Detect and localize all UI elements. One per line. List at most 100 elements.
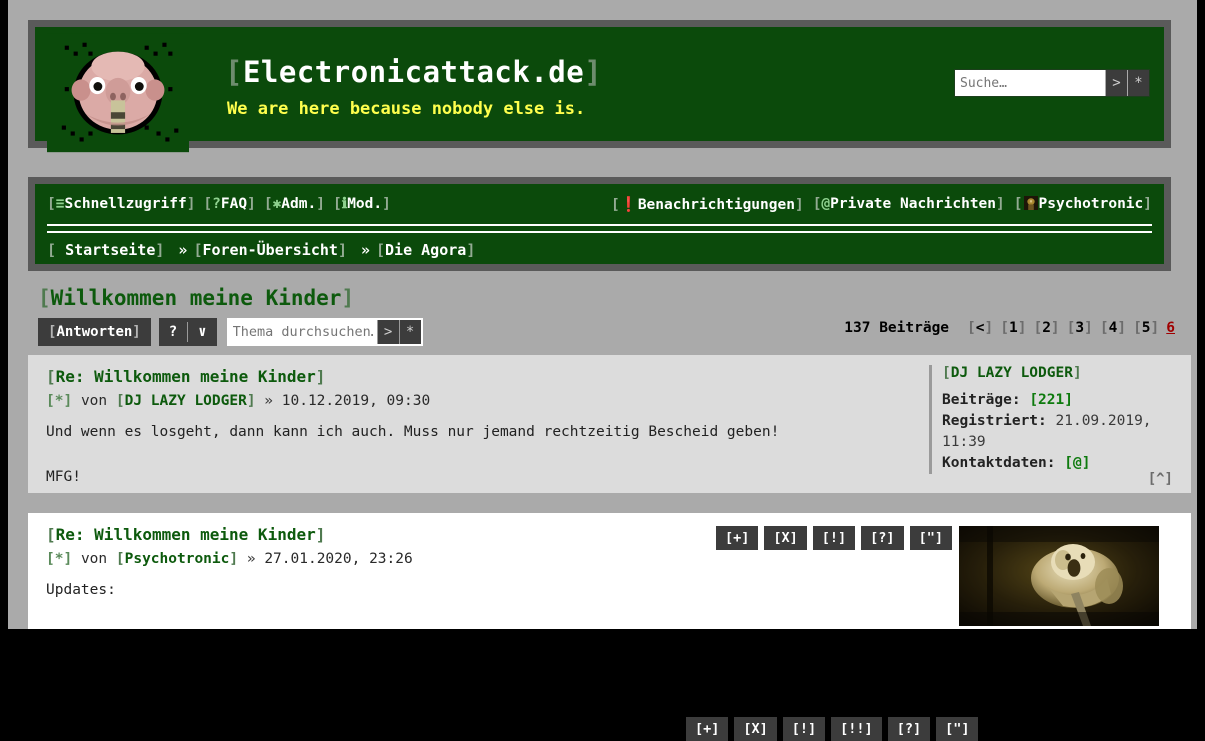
nav-item-private-nachrichten[interactable]: [@Private Nachrichten] [812, 195, 1005, 212]
post-action-add-button[interactable]: [+] [686, 717, 729, 741]
post-body: Updates: [46, 579, 901, 624]
post-unread-icon[interactable]: [*] [46, 393, 73, 409]
post-action-quote-button[interactable]: ["] [909, 526, 952, 550]
post-action-report-button[interactable]: [!] [782, 717, 826, 741]
mole-rat-logo [47, 33, 189, 153]
breadcrumb: [ Startseite] » [Foren-Übersicht] » [Die… [47, 238, 1152, 262]
post-action-delete-button[interactable]: [X] [764, 526, 807, 550]
info-icon: ℹ [341, 196, 348, 212]
profile-username[interactable]: [DJ LAZY LODGER] [942, 365, 1082, 381]
pagination-page-3-label: 3 [1075, 320, 1085, 336]
profile-contact-label: Kontaktdaten: [942, 455, 1056, 471]
nav-label-psychotronic: Psychotronic [1038, 195, 1144, 212]
profile-details: Beiträge: [221] Registriert: 21.09.2019,… [942, 390, 1177, 474]
topic-search-advanced-button[interactable]: * [398, 320, 421, 344]
post-subject[interactable]: [Re: Willkommen meine Kinder] [46, 367, 326, 386]
title-open-bracket: [ [225, 55, 243, 89]
pagination-current-page[interactable]: 6 [1166, 320, 1175, 336]
pagination-page-5[interactable]: [5] [1133, 320, 1160, 336]
topic-help-button[interactable]: ? [168, 324, 178, 340]
breadcrumb-separator-2: » [360, 241, 370, 259]
chevron-down-icon[interactable]: ∨ [198, 324, 207, 340]
profile-contact-value[interactable]: [@] [1064, 455, 1091, 471]
envelope-icon: @ [821, 195, 831, 212]
site-title: [Electronicattack.de] [225, 55, 602, 89]
post-action-info-button[interactable]: [?] [861, 526, 904, 550]
topic-search-submit-button[interactable]: > [376, 320, 399, 344]
back-to-top-link[interactable]: [^] [1147, 471, 1173, 487]
reply-button-label: Antworten [56, 324, 133, 340]
pagination: 137 Beiträge [<] [1] [2] [3] [4] [5] 6 [844, 320, 1175, 336]
topic-search-input[interactable] [228, 320, 377, 344]
post-author-name: Psychotronic [124, 551, 230, 567]
nav-left-group: [≡Schnellzugriff] [?FAQ] [✱Adm.] [ℹMod.] [47, 196, 399, 212]
post-action-delete-button[interactable]: [X] [734, 717, 777, 741]
topic-title-text: Willkommen meine Kinder [50, 286, 342, 310]
search-submit-button[interactable]: > [1105, 70, 1127, 96]
post-subject-text: Re: Willkommen meine Kinder [55, 367, 316, 386]
breadcrumb-label-foren-uebersicht: Foren-Übersicht [202, 241, 338, 259]
search-advanced-button[interactable]: * [1127, 70, 1149, 96]
search-input[interactable] [955, 70, 1105, 96]
breadcrumb-item-foren-uebersicht[interactable]: [Foren-Übersicht] [193, 241, 347, 259]
profile-posts-value[interactable]: [221] [1029, 392, 1073, 408]
post-author[interactable]: [Psychotronic] [115, 551, 239, 567]
nav-label-schnellzugriff: Schnellzugriff [64, 196, 187, 212]
breadcrumb-separator-1: » [178, 241, 188, 259]
nav-row: [≡Schnellzugriff] [?FAQ] [✱Adm.] [ℹMod.]… [47, 192, 1152, 216]
reply-button[interactable]: [Antworten] [38, 318, 151, 346]
post-actions: [+] [X] [!] [?] ["] [716, 526, 952, 550]
post-action-add-button[interactable]: [+] [716, 526, 759, 550]
post-action-warn-button[interactable]: [!!] [831, 717, 882, 741]
post-attachment-thumbnail[interactable] [959, 526, 1159, 626]
topic-search: > * [226, 318, 423, 346]
breadcrumb-item-die-agora[interactable]: [Die Agora] [376, 241, 476, 259]
post-meta-arrow: » [264, 393, 274, 409]
site-header: [Electronicattack.de] We are here becaus… [28, 20, 1171, 153]
post-author[interactable]: [DJ LAZY LODGER] [115, 393, 256, 409]
pagination-page-5-label: 5 [1141, 320, 1151, 336]
post-meta-arrow: » [246, 551, 256, 567]
topic-close-bracket: ] [341, 286, 355, 310]
nav-divider [47, 224, 1152, 233]
post-item: [Re: Willkommen meine Kinder] [*] von [D… [28, 355, 1191, 741]
hamburger-icon: ≡ [55, 196, 65, 212]
pagination-page-4[interactable]: [4] [1099, 320, 1127, 336]
post-action-report-button[interactable]: [!] [812, 526, 856, 550]
post-meta: [*] von [DJ LAZY LODGER] » 10.12.2019, 0… [46, 393, 430, 409]
pagination-prev-label: < [975, 320, 985, 336]
pagination-prev[interactable]: [<] [967, 320, 994, 336]
post-date: 10.12.2019, 09:30 [281, 393, 431, 409]
nav-label-mod: Mod. [347, 196, 383, 212]
title-close-bracket: ] [584, 55, 603, 89]
topic-tools-group: ? ∨ [158, 318, 217, 346]
pagination-page-2[interactable]: [2] [1033, 320, 1060, 336]
author-profile-panel: [DJ LAZY LODGER] Beiträge: [221] Registr… [929, 365, 1177, 474]
post-paragraph: Und wenn es losgeht, dann kann ich auch.… [46, 424, 780, 440]
nav-item-user-profile[interactable]: [Psychotronic] [1013, 195, 1152, 212]
nav-item-benachrichtigungen[interactable]: [❗Benachrichtigungen] [611, 196, 804, 213]
user-avatar-icon [1023, 195, 1038, 210]
nav-label-benachrichtigungen: Benachrichtigungen [637, 196, 795, 213]
post-author-name: DJ LAZY LODGER [124, 393, 247, 409]
nav-item-mod[interactable]: [ℹMod.] [332, 196, 391, 212]
post-body: Und wenn es losgeht, dann kann ich auch.… [46, 421, 901, 511]
post-action-quote-button[interactable]: ["] [936, 717, 979, 741]
pagination-page-1-label: 1 [1008, 320, 1018, 336]
post-subject-text: Re: Willkommen meine Kinder [55, 525, 316, 544]
tools-divider [187, 322, 189, 342]
breadcrumb-item-startseite[interactable]: [ Startseite] [47, 241, 165, 259]
post-action-info-button[interactable]: [?] [887, 717, 931, 741]
post-subject[interactable]: [Re: Willkommen meine Kinder] [46, 525, 326, 544]
site-title-text: Electronicattack.de [242, 55, 585, 89]
pagination-page-1[interactable]: [1] [1000, 320, 1027, 336]
post-unread-icon[interactable]: [*] [46, 551, 73, 567]
nav-item-faq[interactable]: [?FAQ] [203, 196, 256, 212]
bell-icon: ❗ [619, 196, 638, 213]
nav-item-schnellzugriff[interactable]: [≡Schnellzugriff] [47, 196, 196, 212]
nav-right-group: [❗Benachrichtigungen] [@Private Nachrich… [611, 195, 1152, 213]
navigation-panel: [≡Schnellzugriff] [?FAQ] [✱Adm.] [ℹMod.]… [28, 177, 1171, 271]
pagination-page-3[interactable]: [3] [1066, 320, 1093, 336]
post-von-label: von [80, 551, 108, 567]
nav-item-adm[interactable]: [✱Adm.] [263, 196, 325, 212]
